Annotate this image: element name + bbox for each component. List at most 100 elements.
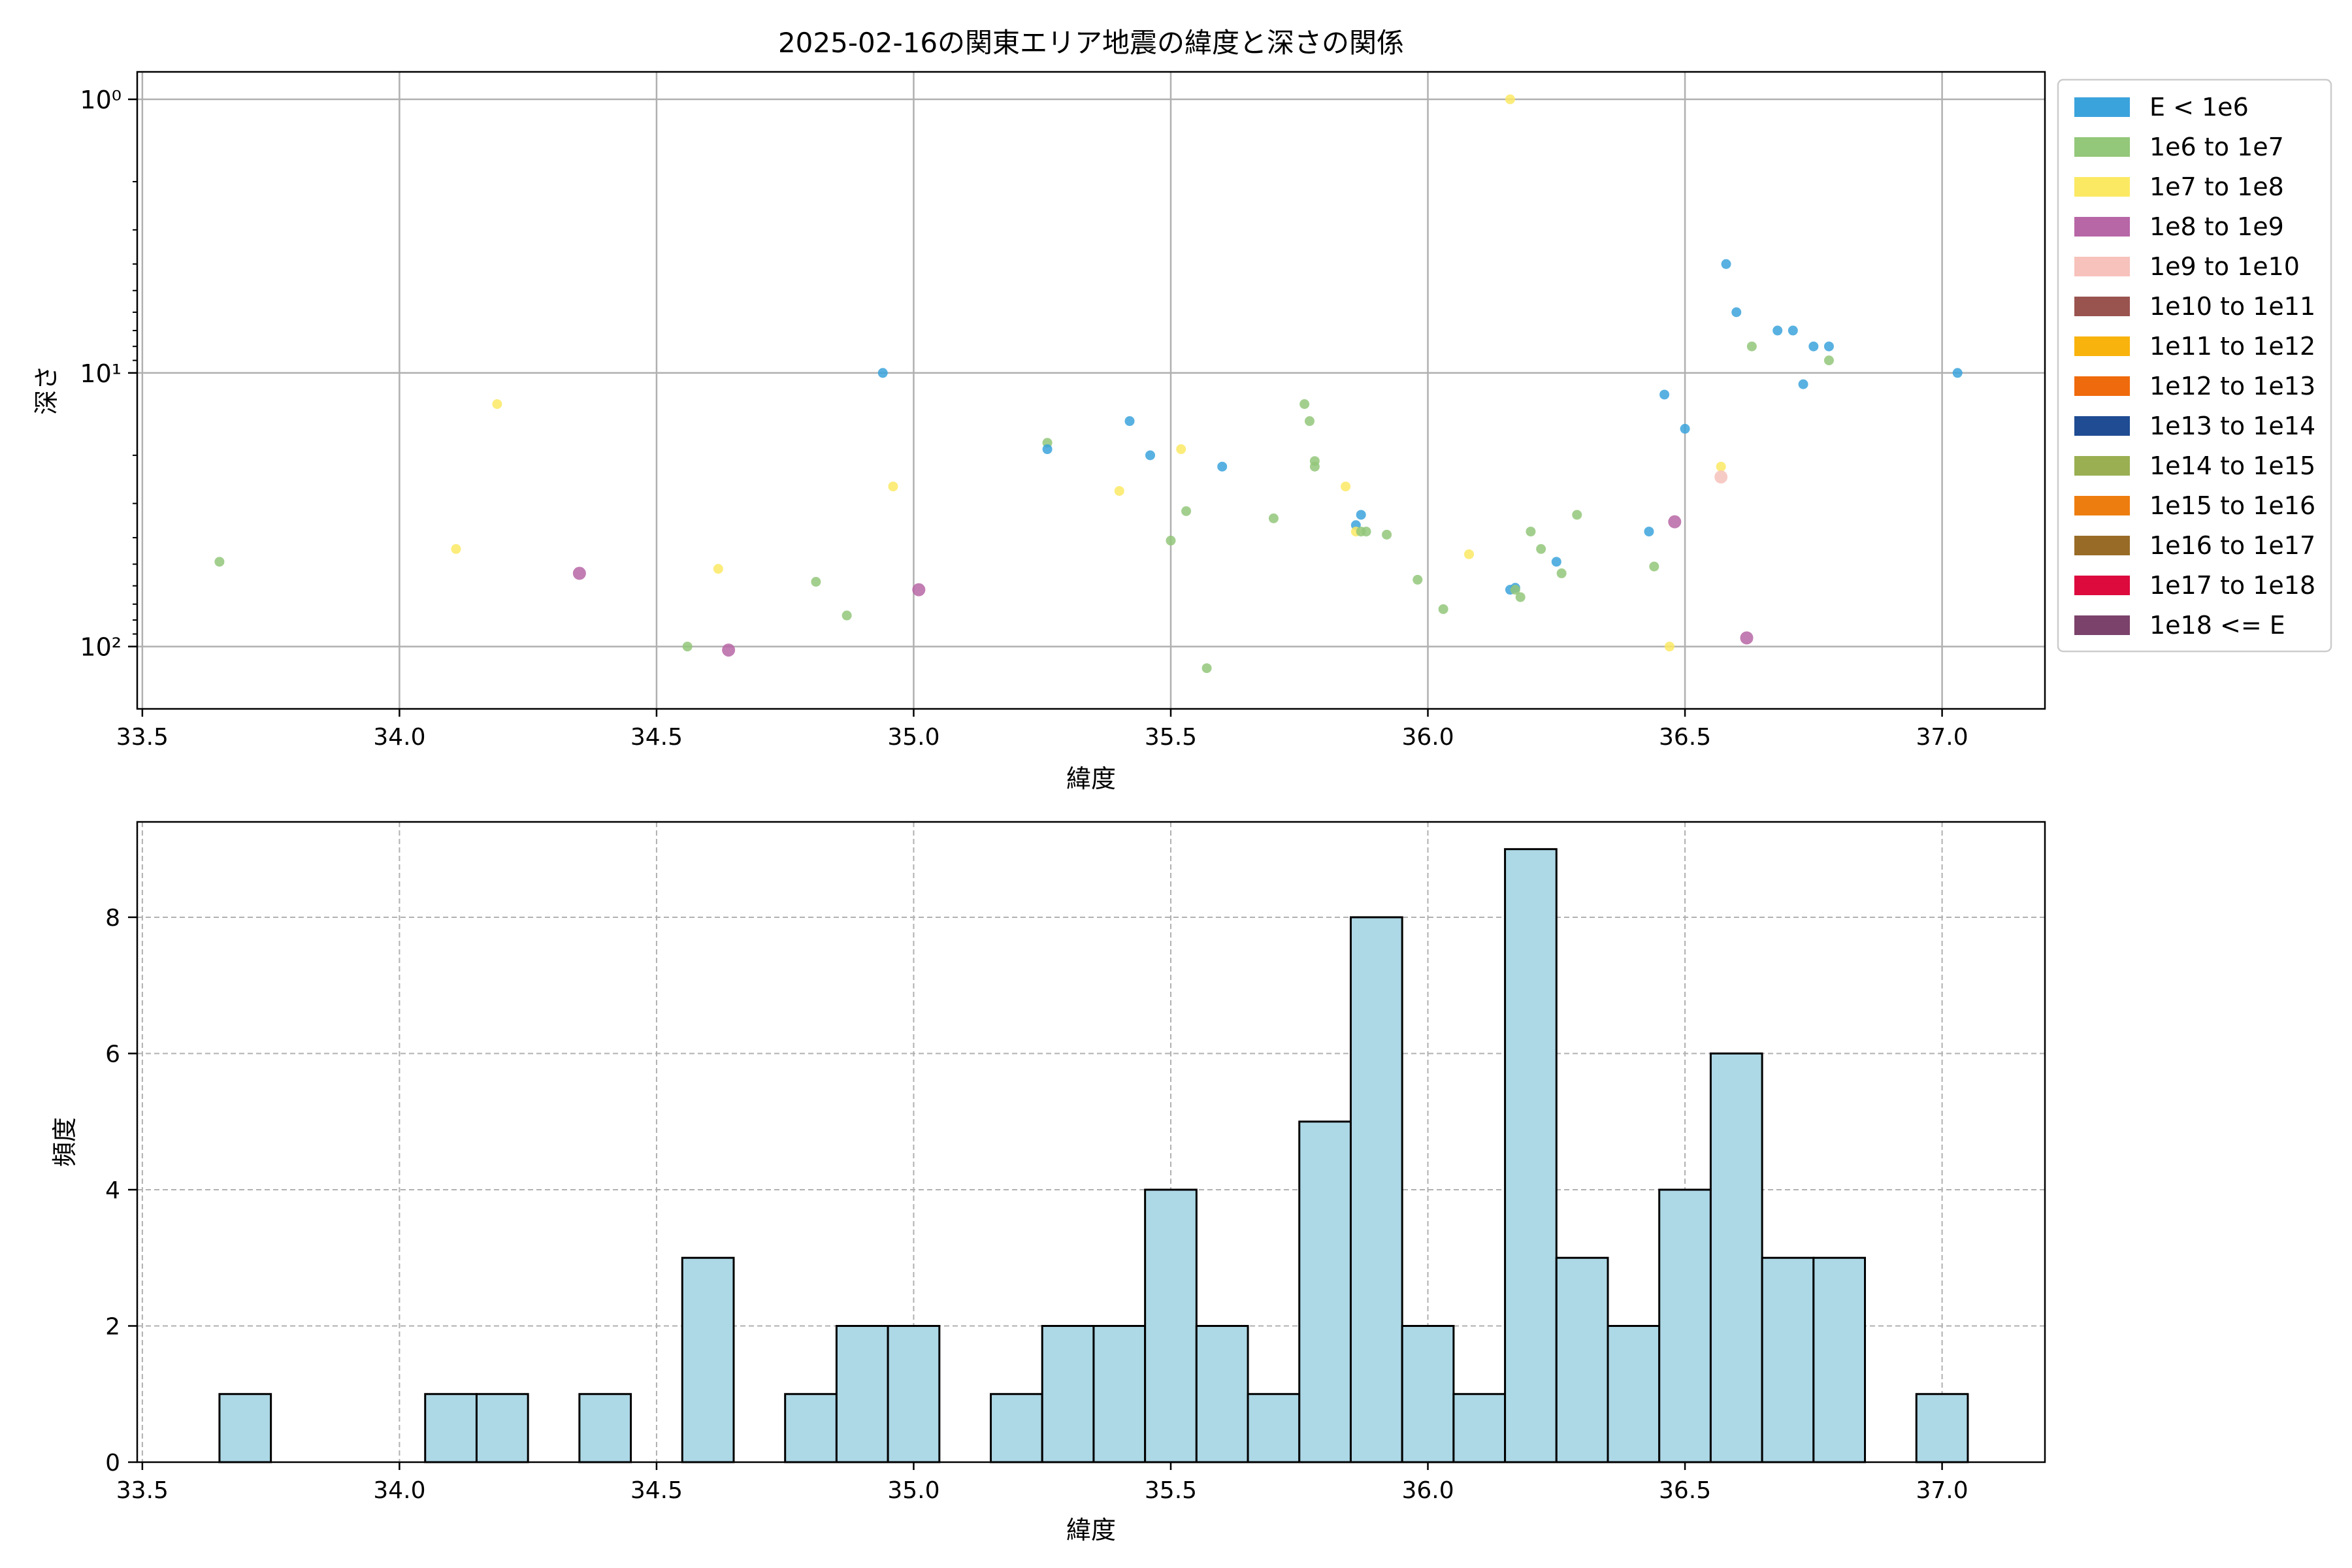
legend-label: 1e8 to 1e9	[2149, 212, 2284, 241]
legend-label: 1e14 to 1e15	[2149, 451, 2315, 480]
histogram-bar	[1041, 1324, 1095, 1463]
scatter-point	[811, 577, 821, 587]
legend-swatch	[2074, 615, 2130, 635]
scatter-point	[1668, 515, 1682, 529]
scatter-y-ticks: 10⁰ 10¹ 10²	[80, 86, 137, 662]
scatter-point	[1952, 368, 1963, 378]
histogram-bar	[1709, 1052, 1763, 1463]
histogram-bar	[1915, 1393, 1969, 1463]
scatter-x-ticks: 33.5 34.0 34.5 35.0 35.5 36.0 36.5 37.0	[116, 709, 1968, 751]
histogram-bar	[1092, 1324, 1147, 1463]
scatter-point	[1201, 663, 1212, 674]
legend-label: 1e13 to 1e14	[2149, 412, 2315, 440]
scatter-point	[1721, 259, 1731, 269]
histogram-bar	[1452, 1393, 1507, 1463]
scatter-point	[1217, 461, 1228, 472]
histogram-plot-frame	[136, 821, 2046, 1463]
scatter-points	[214, 94, 1963, 674]
scatter-point	[1664, 642, 1674, 652]
scatter-point	[1798, 379, 1808, 389]
scatter-point	[1145, 450, 1156, 461]
histogram-bar	[424, 1393, 478, 1463]
legend-swatch	[2074, 257, 2130, 276]
histogram-bar	[887, 1324, 941, 1463]
scatter-point	[1438, 604, 1448, 614]
scatter-point	[1510, 585, 1520, 595]
scatter-point	[877, 368, 888, 378]
y-axis-label: 頻度	[50, 1117, 79, 1167]
legend-label: 1e6 to 1e7	[2149, 133, 2284, 161]
scatter-point	[1124, 416, 1135, 427]
legend-label: 1e9 to 1e10	[2149, 252, 2300, 281]
histogram-bar	[835, 1324, 889, 1463]
scatter-plot-frame	[136, 71, 2046, 710]
scatter-point	[1644, 527, 1654, 537]
scatter-point	[1268, 513, 1279, 523]
scatter-y-tick-label: 10²	[80, 633, 122, 662]
scatter-point	[492, 399, 502, 410]
histogram-y-tick-label: 2	[105, 1313, 120, 1340]
scatter-point	[1305, 416, 1315, 427]
histogram-chart: 33.5 34.0 34.5 35.0 35.5 36.0 36.5 37.0 0 2 4 6 8 緯…	[50, 821, 2046, 1544]
scatter-x-tick-label: 36.0	[1401, 724, 1454, 751]
histogram-x-tick-label: 34.0	[373, 1477, 425, 1504]
histogram-bar	[681, 1256, 735, 1463]
legend-swatch	[2074, 576, 2130, 595]
histogram-bars	[218, 848, 1969, 1463]
legend-swatch	[2074, 217, 2130, 237]
x-axis-label: 緯度	[1066, 764, 1116, 793]
scatter-point	[1746, 341, 1757, 351]
histogram-bar	[1247, 1393, 1301, 1463]
scatter-point	[1680, 423, 1690, 434]
scatter-point	[1505, 94, 1515, 105]
scatter-point	[451, 544, 461, 554]
legend-label: 1e16 to 1e17	[2149, 531, 2315, 560]
scatter-point	[1731, 307, 1742, 318]
scatter-point	[841, 610, 852, 621]
scatter-point	[1042, 444, 1053, 455]
histogram-y-tick-label: 8	[105, 905, 120, 932]
legend-swatch	[2074, 536, 2130, 555]
scatter-grid	[137, 72, 2045, 709]
histogram-x-tick-label: 37.0	[1916, 1477, 1968, 1504]
scatter-point	[1176, 444, 1186, 455]
histogram-bar	[1761, 1256, 1815, 1463]
legend-swatch	[2074, 416, 2130, 436]
histogram-bar	[1658, 1188, 1712, 1463]
legend-label: 1e7 to 1e8	[2149, 172, 2284, 201]
scatter-y-tick-label: 10⁰	[80, 86, 122, 114]
scatter-point	[1413, 574, 1423, 585]
scatter-point	[1823, 341, 1834, 351]
scatter-point	[1716, 461, 1726, 472]
scatter-point	[1356, 510, 1366, 520]
legend-label: 1e17 to 1e18	[2149, 571, 2315, 600]
scatter-point	[682, 642, 693, 652]
scatter-point	[1536, 544, 1546, 554]
scatter-point	[1515, 592, 1526, 602]
scatter-point	[1309, 461, 1320, 472]
scatter-x-tick-label: 33.5	[116, 724, 169, 751]
legend-swatch	[2074, 456, 2130, 476]
legend-swatch	[2074, 297, 2130, 316]
histogram-y-tick-label: 6	[105, 1041, 120, 1068]
scatter-point	[1740, 631, 1754, 645]
legend-swatch	[2074, 137, 2130, 157]
y-axis-label: 深さ	[32, 365, 61, 415]
histogram-bar	[475, 1393, 529, 1463]
scatter-y-tick-label: 10¹	[80, 359, 122, 388]
legend-label: 1e12 to 1e13	[2149, 372, 2315, 400]
legend: E < 1e6 1e6 to 1e7 1e7 to 1e8 1e8 to 1e9 1e9…	[2057, 78, 2332, 653]
histogram-x-tick-label: 35.5	[1145, 1477, 1197, 1504]
histogram-bar	[1401, 1324, 1455, 1463]
scatter-x-tick-label: 34.0	[373, 724, 425, 751]
scatter-point	[1526, 527, 1536, 537]
scatter-point	[1808, 341, 1819, 351]
legend-swatch	[2074, 376, 2130, 396]
scatter-point	[1114, 485, 1124, 496]
histogram-x-tick-label: 36.0	[1401, 1477, 1454, 1504]
histogram-bar	[990, 1393, 1043, 1463]
scatter-point	[1556, 568, 1567, 579]
histogram-bar	[1195, 1324, 1249, 1463]
histogram-y-tick-label: 4	[105, 1177, 120, 1204]
